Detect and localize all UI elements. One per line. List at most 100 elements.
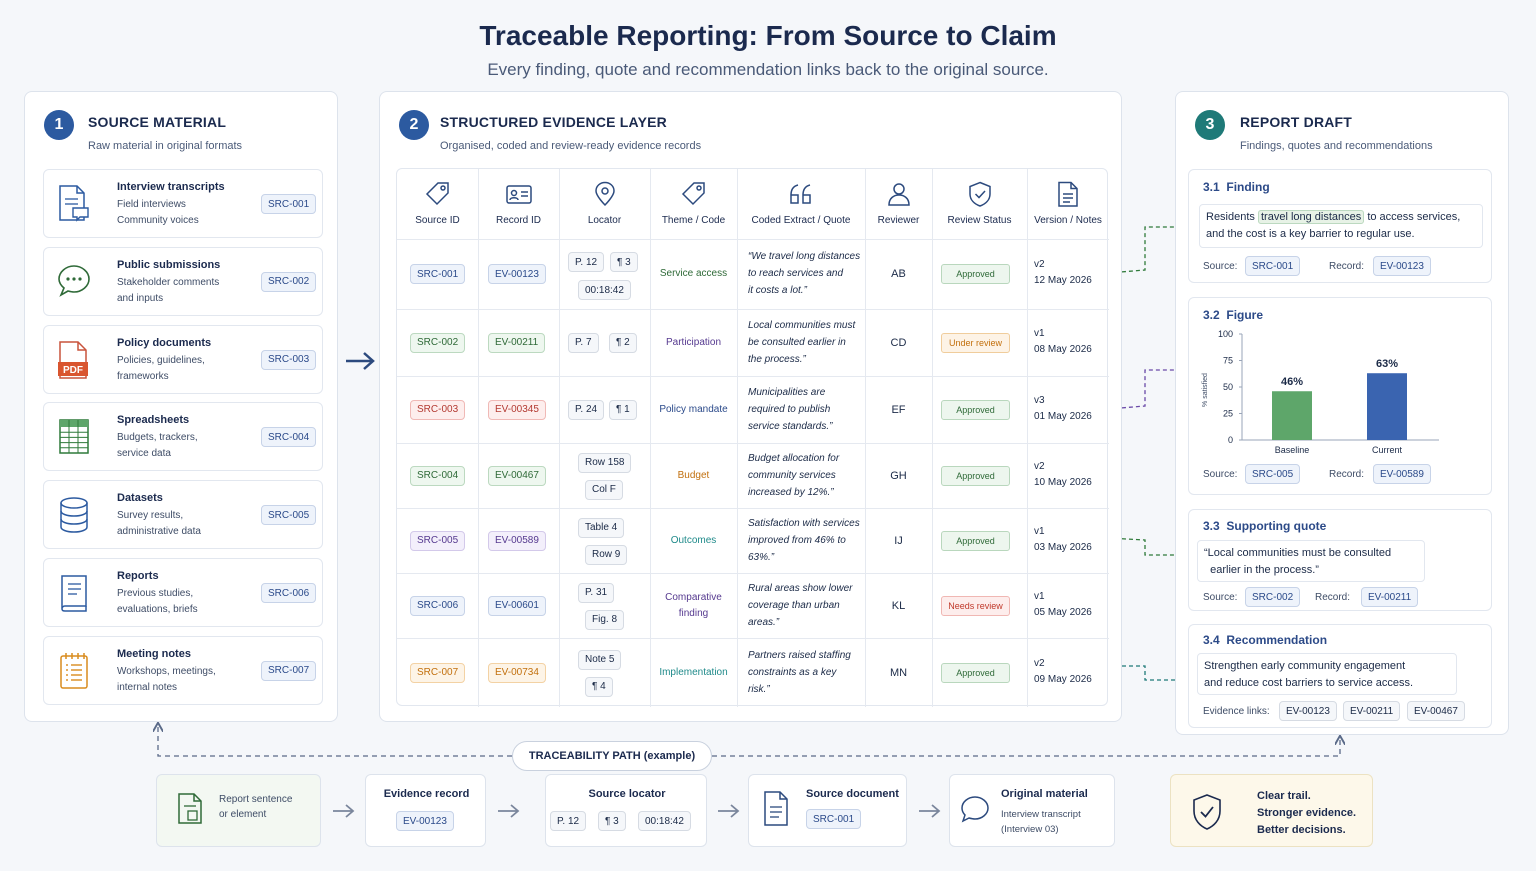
source-id-tag[interactable]: SRC-001 bbox=[410, 264, 466, 284]
traceability-label: TRACEABILITY PATH (example) bbox=[512, 741, 712, 771]
record-id-tag[interactable]: EV-00211 bbox=[488, 332, 546, 353]
locator-tag[interactable]: Fig. 8 bbox=[585, 609, 625, 630]
person-icon bbox=[887, 183, 910, 206]
trace-step-title: Evidence record bbox=[383, 788, 470, 800]
locator-tag[interactable]: P. 31 bbox=[578, 582, 615, 603]
column-header-icon-wrap bbox=[886, 181, 912, 212]
record-id-tag[interactable]: EV-00345 bbox=[488, 399, 546, 420]
coded-extract: Partners raised staffing constraints as a… bbox=[748, 649, 851, 695]
source-card[interactable]: PDF Policy documents Policies, guidelines,… bbox=[43, 324, 323, 394]
source-id-tag[interactable]: SRC-004 bbox=[410, 465, 466, 486]
locator-tag[interactable]: Col F bbox=[585, 479, 623, 500]
bar-current bbox=[1367, 373, 1407, 440]
shield-check-icon bbox=[968, 181, 991, 207]
locator-tag[interactable]: ¶ 3 bbox=[610, 252, 638, 272]
reviewer-initials: GH bbox=[890, 469, 907, 482]
review-status-badge: Needs review bbox=[941, 595, 1010, 616]
source-card[interactable]: Reports Previous studies, evaluations, bri… bbox=[43, 558, 323, 627]
source-description: Workshops, meetings, internal notes bbox=[117, 665, 216, 693]
finding-heading: 3.1 Finding bbox=[1203, 180, 1270, 194]
locator-tag[interactable]: ¶ 3 bbox=[598, 811, 626, 831]
source-card[interactable]: Meeting notes Workshops, meetings, interna… bbox=[43, 635, 323, 705]
panel-title: SOURCE MATERIAL bbox=[88, 114, 227, 130]
version-notes: v3 01 May 2026 bbox=[1034, 394, 1092, 422]
figure-source-tag[interactable]: SRC-005 bbox=[1245, 464, 1301, 484]
finding-source-tag[interactable]: SRC-001 bbox=[1245, 256, 1301, 276]
source-card[interactable]: Spreadsheets Budgets, trackers, service da… bbox=[43, 402, 323, 472]
source-label: Source: bbox=[1203, 469, 1238, 480]
figure-heading: 3.2 Figure bbox=[1203, 308, 1264, 322]
figure-card: 3.2 Figure % satisfied 0 25 50 75 100 46% Basel… bbox=[1188, 297, 1492, 495]
column-header: Reviewer bbox=[877, 215, 920, 226]
bar-baseline bbox=[1272, 391, 1312, 440]
column-header-icon-wrap bbox=[425, 181, 451, 212]
source-title: Spreadsheets bbox=[117, 414, 190, 427]
record-id-tag[interactable]: EV-00467 bbox=[488, 465, 546, 486]
source-description: Survey results, administrative data bbox=[117, 510, 201, 538]
record-id-tag[interactable]: EV-00123 bbox=[488, 264, 546, 284]
source-card[interactable]: Interview transcripts Field interviews Com… bbox=[43, 169, 323, 238]
locator-tag[interactable]: P. 12 bbox=[550, 811, 587, 831]
evidence-link-tag[interactable]: EV-00211 bbox=[1343, 701, 1401, 721]
source-id-tag[interactable]: SRC-006 bbox=[410, 595, 466, 616]
column-header: Locator bbox=[587, 215, 622, 226]
row-divider bbox=[397, 309, 1109, 310]
document-icon bbox=[764, 791, 788, 826]
record-id-tag[interactable]: EV-00589 bbox=[488, 530, 546, 551]
link-recommendation bbox=[1108, 665, 1184, 680]
record-id-tag[interactable]: EV-00601 bbox=[488, 595, 546, 616]
source-description: Previous studies, evaluations, briefs bbox=[117, 588, 198, 615]
source-card[interactable]: Public submissions Stakeholder comments an… bbox=[43, 246, 323, 316]
record-id-tag[interactable]: EV-00734 bbox=[488, 662, 546, 683]
evidence-link-tag[interactable]: EV-00123 bbox=[1279, 701, 1337, 721]
locator-tag[interactable]: 00:18:42 bbox=[638, 811, 691, 831]
source-id-tag[interactable]: SRC-007 bbox=[410, 662, 466, 683]
figure-record-tag[interactable]: EV-00589 bbox=[1373, 464, 1431, 484]
locator-tag[interactable]: Row 9 bbox=[585, 544, 628, 565]
locator-tag[interactable]: ¶ 2 bbox=[609, 332, 637, 353]
bar-value-label: 63% bbox=[1376, 358, 1398, 370]
evidence-link-tag[interactable]: EV-00467 bbox=[1407, 701, 1465, 721]
source-id-tag[interactable]: SRC-005 bbox=[261, 505, 317, 526]
quote-text: “Local communities must be consulted ear… bbox=[1197, 540, 1425, 582]
source-material-panel: 1 SOURCE MATERIAL Raw material in origin… bbox=[24, 91, 338, 722]
source-id-tag[interactable]: SRC-002 bbox=[261, 271, 317, 292]
source-id-tag[interactable]: SRC-003 bbox=[261, 349, 317, 370]
trace-evidence-tag[interactable]: EV-00123 bbox=[396, 811, 454, 831]
row-divider bbox=[397, 638, 1109, 639]
locator-tag[interactable]: P. 24 bbox=[568, 399, 605, 420]
source-id-tag[interactable]: SRC-006 bbox=[261, 583, 317, 603]
source-id-tag[interactable]: SRC-002 bbox=[410, 332, 466, 353]
trace-source-tag[interactable]: SRC-001 bbox=[806, 809, 862, 829]
theme-code: Comparative finding bbox=[665, 591, 722, 619]
source-card[interactable]: Datasets Survey results, administrative da… bbox=[43, 480, 323, 550]
source-id-tag[interactable]: SRC-003 bbox=[410, 399, 466, 420]
locator-tag[interactable]: ¶ 4 bbox=[585, 676, 613, 697]
speech-bubble-icon bbox=[961, 796, 989, 823]
locator-tag[interactable]: P. 7 bbox=[568, 332, 599, 353]
finding-card: 3.1 Finding Residents travel long distan… bbox=[1188, 169, 1492, 283]
locator-tag[interactable]: P. 12 bbox=[568, 252, 605, 272]
review-status-badge: Approved bbox=[941, 264, 1010, 284]
quote-source-tag[interactable]: SRC-002 bbox=[1245, 587, 1301, 607]
review-status-badge: Approved bbox=[941, 465, 1010, 486]
locator-tag[interactable]: ¶ 1 bbox=[609, 399, 637, 420]
coded-extract: Budget allocation for community services i… bbox=[748, 452, 840, 498]
notepad-icon bbox=[60, 652, 88, 689]
row-divider bbox=[397, 508, 1109, 509]
locator-tag[interactable]: Table 4 bbox=[578, 517, 625, 538]
version-notes: v1 08 May 2026 bbox=[1034, 327, 1092, 355]
coded-extract: Local communities must be consulted earli… bbox=[748, 319, 856, 365]
quote-record-tag[interactable]: EV-00211 bbox=[1361, 587, 1419, 607]
source-id-tag[interactable]: SRC-004 bbox=[261, 427, 317, 448]
column-divider bbox=[650, 169, 651, 707]
locator-tag[interactable]: Row 158 bbox=[578, 452, 632, 473]
finding-record-tag[interactable]: EV-00123 bbox=[1373, 256, 1431, 276]
source-id-tag[interactable]: SRC-001 bbox=[261, 194, 317, 214]
bar-value-label: 46% bbox=[1281, 376, 1303, 388]
locator-tag[interactable]: 00:18:42 bbox=[578, 280, 631, 300]
locator-tag[interactable]: Note 5 bbox=[578, 649, 622, 670]
source-id-tag[interactable]: SRC-005 bbox=[410, 530, 466, 551]
trace-step-source-document: Source document SRC-001 bbox=[748, 774, 907, 847]
source-id-tag[interactable]: SRC-007 bbox=[261, 660, 317, 681]
